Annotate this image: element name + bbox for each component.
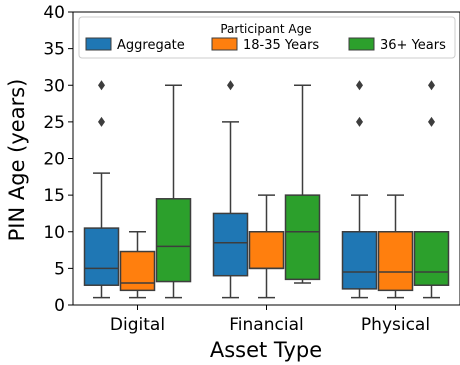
iqr-box xyxy=(119,250,156,292)
iqr-box xyxy=(413,231,450,286)
box-aggregate-financial xyxy=(212,80,249,299)
y-axis-label: PIN Age (years) xyxy=(5,79,29,242)
outlier-point xyxy=(356,80,363,91)
legend-label: Aggregate xyxy=(117,38,185,53)
y-ticks: 0 5 10 15 20 25 30 35 40 xyxy=(43,3,73,316)
iqr-box xyxy=(284,194,321,281)
iqr-box xyxy=(83,227,120,286)
outlier-point xyxy=(227,80,234,91)
iqr-box xyxy=(341,231,378,290)
y-tick-label: 10 xyxy=(43,223,65,243)
outlier-point xyxy=(98,80,105,91)
x-ticks: Digital Financial Physical xyxy=(110,305,430,335)
outlier-point xyxy=(428,116,435,127)
y-tick-label: 40 xyxy=(43,3,65,23)
box-18-35-years-financial xyxy=(248,194,285,299)
iqr-box xyxy=(248,231,285,270)
box-18-35-years-digital xyxy=(119,231,156,299)
box-36-years-digital xyxy=(155,84,192,299)
y-tick-label: 20 xyxy=(43,150,65,170)
legend-title: Participant Age xyxy=(220,22,311,36)
legend: Participant Age Aggregate 18-35 Years 36+ … xyxy=(78,16,456,59)
outlier-point xyxy=(98,116,105,127)
x-tick-label: Physical xyxy=(361,315,430,335)
y-tick-label: 15 xyxy=(43,186,65,206)
legend-swatch xyxy=(348,37,375,51)
iqr-box xyxy=(212,212,249,277)
box-groups xyxy=(83,80,450,299)
legend-swatch xyxy=(211,37,238,51)
legend-label: 36+ Years xyxy=(380,38,446,53)
outlier-point xyxy=(356,116,363,127)
iqr-box xyxy=(155,198,192,283)
y-tick-label: 0 xyxy=(54,296,65,316)
box-aggregate-digital xyxy=(83,80,120,299)
legend-label: 18-35 Years xyxy=(243,38,319,53)
x-axis-label: Asset Type xyxy=(210,338,322,362)
y-tick-label: 5 xyxy=(54,259,65,279)
box-18-35-years-physical xyxy=(377,194,414,299)
box-aggregate-physical xyxy=(341,80,378,299)
x-tick-label: Financial xyxy=(229,315,303,335)
legend-swatch xyxy=(85,37,112,51)
box-36-years-financial xyxy=(284,84,321,284)
x-tick-label: Digital xyxy=(110,315,165,335)
y-tick-label: 30 xyxy=(43,76,65,96)
box-36-years-physical xyxy=(413,80,450,299)
outlier-point xyxy=(428,80,435,91)
y-tick-label: 25 xyxy=(43,113,65,133)
y-tick-label: 35 xyxy=(43,40,65,60)
iqr-box xyxy=(377,231,414,292)
legend-items: Aggregate 18-35 Years 36+ Years xyxy=(85,37,446,53)
